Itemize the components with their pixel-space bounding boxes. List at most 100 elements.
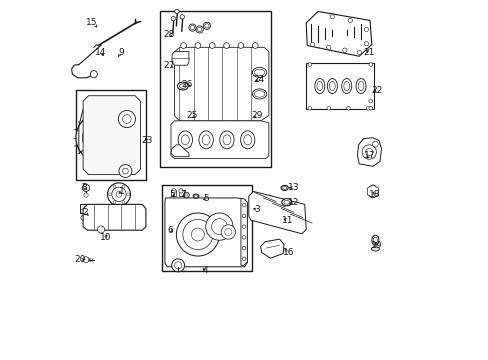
- Circle shape: [209, 42, 215, 48]
- Text: 19: 19: [371, 241, 382, 250]
- Ellipse shape: [355, 78, 366, 94]
- Text: 12: 12: [288, 198, 299, 207]
- Ellipse shape: [314, 78, 324, 94]
- Circle shape: [342, 48, 346, 52]
- Circle shape: [113, 185, 116, 188]
- Text: 21: 21: [363, 48, 374, 57]
- Text: 26: 26: [181, 81, 192, 90]
- Circle shape: [112, 187, 126, 202]
- Circle shape: [184, 194, 187, 197]
- Text: 16: 16: [282, 248, 293, 257]
- Circle shape: [329, 15, 334, 19]
- Text: 28: 28: [163, 30, 175, 39]
- Ellipse shape: [329, 81, 335, 91]
- Text: 2: 2: [82, 208, 88, 217]
- Circle shape: [97, 135, 103, 140]
- Circle shape: [82, 184, 89, 192]
- Ellipse shape: [281, 199, 291, 206]
- Circle shape: [211, 219, 227, 234]
- Circle shape: [180, 42, 186, 48]
- Circle shape: [242, 235, 245, 239]
- Circle shape: [368, 107, 372, 110]
- Circle shape: [174, 9, 179, 14]
- Polygon shape: [357, 138, 381, 166]
- Circle shape: [81, 215, 86, 221]
- Polygon shape: [241, 199, 247, 265]
- Circle shape: [307, 63, 311, 66]
- Ellipse shape: [367, 185, 377, 198]
- Circle shape: [242, 225, 245, 228]
- Ellipse shape: [240, 131, 254, 149]
- Circle shape: [122, 201, 124, 203]
- Circle shape: [242, 246, 245, 250]
- Polygon shape: [260, 239, 284, 258]
- Circle shape: [242, 203, 245, 207]
- Bar: [305, 63, 373, 109]
- Text: 22: 22: [371, 86, 382, 95]
- Text: 27: 27: [163, 61, 175, 70]
- Circle shape: [197, 27, 202, 32]
- Circle shape: [122, 115, 131, 123]
- Circle shape: [364, 41, 368, 46]
- Circle shape: [203, 22, 210, 30]
- Bar: [178, 190, 183, 196]
- Text: 24: 24: [253, 75, 264, 84]
- Circle shape: [368, 99, 372, 103]
- Polygon shape: [305, 12, 371, 56]
- Circle shape: [362, 145, 376, 159]
- Circle shape: [180, 15, 184, 19]
- Circle shape: [76, 113, 124, 162]
- Circle shape: [82, 120, 118, 156]
- Bar: [162, 185, 251, 271]
- Ellipse shape: [178, 131, 192, 149]
- Ellipse shape: [252, 89, 266, 99]
- Ellipse shape: [369, 188, 375, 195]
- Ellipse shape: [194, 195, 197, 197]
- Circle shape: [86, 215, 92, 221]
- Circle shape: [196, 26, 203, 33]
- Circle shape: [83, 193, 88, 197]
- Circle shape: [307, 107, 311, 110]
- Circle shape: [204, 24, 208, 28]
- Text: 15: 15: [86, 18, 98, 27]
- Circle shape: [188, 24, 196, 31]
- Ellipse shape: [244, 135, 251, 145]
- Ellipse shape: [179, 84, 185, 88]
- Polygon shape: [174, 47, 268, 121]
- Circle shape: [368, 63, 372, 66]
- Circle shape: [113, 201, 116, 203]
- Circle shape: [190, 26, 194, 30]
- Circle shape: [122, 185, 124, 188]
- Circle shape: [90, 71, 97, 78]
- Text: 6: 6: [167, 226, 172, 235]
- Circle shape: [310, 42, 314, 46]
- Circle shape: [252, 42, 258, 48]
- Text: 9: 9: [118, 48, 123, 57]
- Circle shape: [326, 45, 330, 49]
- Circle shape: [205, 213, 233, 240]
- Polygon shape: [366, 185, 378, 198]
- Circle shape: [347, 18, 352, 23]
- Ellipse shape: [193, 194, 199, 198]
- Circle shape: [366, 107, 369, 110]
- Ellipse shape: [281, 185, 287, 190]
- Text: 29: 29: [251, 111, 262, 120]
- Ellipse shape: [284, 200, 289, 204]
- Circle shape: [108, 193, 111, 196]
- Ellipse shape: [341, 78, 351, 94]
- Bar: [160, 12, 271, 167]
- Circle shape: [183, 192, 189, 198]
- Ellipse shape: [316, 81, 322, 91]
- Bar: [76, 90, 145, 180]
- Text: 13: 13: [287, 183, 299, 192]
- Text: 5: 5: [169, 190, 175, 199]
- Text: 10: 10: [100, 233, 111, 242]
- Circle shape: [183, 220, 212, 249]
- Text: 18: 18: [368, 190, 379, 199]
- Ellipse shape: [202, 135, 210, 145]
- Circle shape: [224, 228, 231, 235]
- Circle shape: [346, 107, 349, 110]
- Polygon shape: [172, 51, 188, 65]
- Polygon shape: [171, 145, 188, 157]
- Text: 3: 3: [254, 205, 260, 214]
